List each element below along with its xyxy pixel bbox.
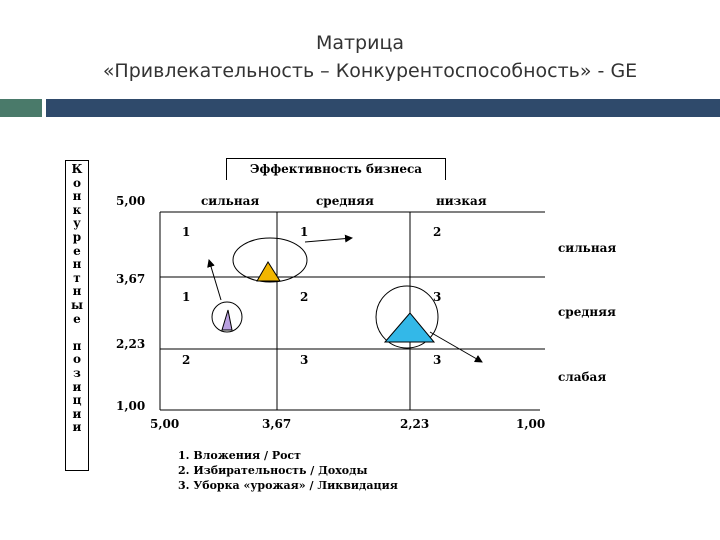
cell-2-2: 2	[300, 290, 309, 304]
side-label-char: р	[72, 229, 82, 244]
legend-item-1: 1. Вложения / Рост	[178, 449, 301, 462]
cell-3-1: 2	[182, 353, 191, 367]
side-label-char: у	[73, 216, 81, 231]
col-label-medium: средняя	[316, 194, 374, 208]
x-tick-5: 5,00	[150, 417, 180, 431]
header-label: Эффективность бизнеса	[226, 158, 446, 180]
side-label-char: и	[72, 420, 82, 435]
side-label-char: н	[72, 284, 82, 299]
legend: 1. Вложения / Рост 2. Избирательность / …	[178, 448, 398, 493]
col-label-low: низкая	[436, 194, 487, 208]
y-tick-1: 1,00	[116, 399, 146, 413]
col-label-strong: сильная	[201, 194, 260, 208]
title-line-1: Матрица	[315, 32, 405, 54]
side-label-char: и	[72, 379, 82, 394]
cell-3-2: 3	[300, 353, 309, 367]
row-label-medium: средняя	[558, 305, 616, 319]
triangle-business-3	[383, 312, 436, 343]
y-tick-367: 3,67	[116, 272, 146, 286]
arrow-business-3	[429, 331, 483, 363]
header-bar	[46, 99, 720, 117]
side-label-char: и	[72, 406, 82, 421]
side-label-char: е	[73, 311, 81, 326]
triangle-business-1	[256, 261, 281, 282]
side-label-char: т	[73, 270, 81, 285]
circle-business-1	[232, 237, 308, 283]
row-label-strong: сильная	[558, 241, 617, 255]
cell-1-3: 2	[433, 225, 442, 239]
side-label-char: К	[71, 162, 83, 176]
cell-1-2: 1	[300, 225, 309, 239]
side-label-char: к	[72, 202, 82, 217]
arrow-business-1	[304, 234, 353, 243]
cell-2-3: 3	[433, 290, 442, 304]
cell-2-1: 1	[182, 290, 191, 304]
header-bar-accent	[0, 99, 42, 117]
side-label-char: ы	[70, 297, 84, 312]
arrow-business-2	[207, 259, 222, 301]
legend-item-2: 2. Избирательность / Доходы	[178, 464, 368, 477]
legend-item-3: 3. Уборка «урожая» / Ликвидация	[178, 479, 398, 492]
side-label-char: о	[72, 175, 81, 190]
side-label-char: з	[73, 365, 81, 380]
title-line-2: «Привлекательность – Конкурентоспособнос…	[102, 60, 638, 82]
circle-business-2	[211, 301, 243, 333]
side-label-char: п	[72, 338, 82, 353]
side-label-char: н	[72, 257, 82, 272]
y-tick-5: 5,00	[116, 194, 146, 208]
x-tick-367: 3,67	[262, 417, 292, 431]
side-label-char: о	[72, 352, 81, 367]
side-label-char: н	[72, 189, 82, 204]
x-tick-223: 2,23	[400, 417, 430, 431]
cell-1-1: 1	[182, 225, 191, 239]
cell-3-3: 3	[433, 353, 442, 367]
x-tick-1: 1,00	[516, 417, 546, 431]
triangle-business-2	[221, 309, 233, 331]
circle-business-3	[375, 285, 439, 349]
side-label-char: ц	[72, 393, 82, 408]
row-label-weak: слабая	[558, 370, 607, 384]
side-label-char: е	[73, 243, 81, 258]
y-tick-223: 2,23	[116, 337, 146, 351]
